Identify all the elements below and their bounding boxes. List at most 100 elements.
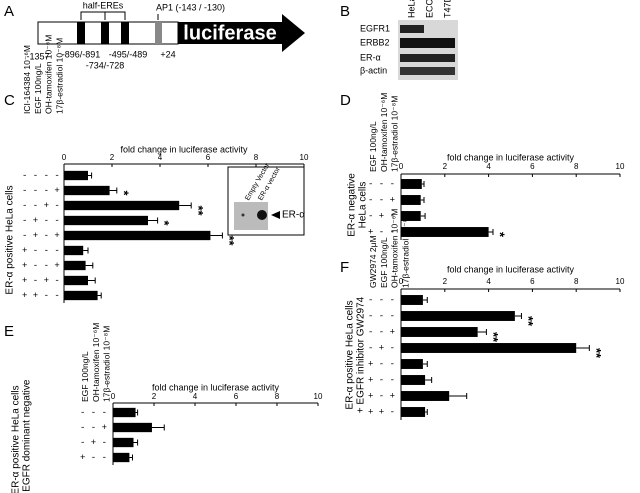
half-ere [101, 22, 109, 44]
x-tick-label: 2 [443, 162, 448, 171]
row-label: EGFR1 [360, 23, 390, 33]
significance: ** [486, 332, 501, 343]
band-label: ER-α [282, 210, 305, 221]
error-bar [88, 277, 96, 284]
condition-label: + - + - [368, 391, 406, 401]
western-blot: HeLa ECC1 T47D EGFR1 ERBB2 ER-α β-actin [360, 0, 458, 80]
panel-letter: F [340, 259, 349, 276]
condition-label: - + - - [368, 343, 406, 353]
significance: ** [222, 236, 237, 247]
ap1-site [155, 22, 162, 44]
lane-label: ECC1 [424, 0, 434, 18]
treatment-label: OH-tamoxifen 10⁻⁶M [91, 323, 101, 402]
bar [401, 407, 426, 417]
reporter-label: luciferase [183, 22, 276, 44]
error-bar [83, 247, 89, 254]
error-bar [421, 181, 425, 187]
bar [401, 179, 422, 189]
error-bar [420, 197, 425, 203]
x-tick-label: 0 [399, 162, 404, 171]
x-tick-label: 6 [530, 277, 535, 286]
bar [401, 343, 577, 353]
x-tick-label: 2 [443, 277, 448, 286]
bar [64, 260, 86, 271]
side-label: HeLa cells [358, 182, 369, 229]
error-bar [133, 439, 139, 446]
position: -896/-891 [62, 49, 101, 59]
bar [401, 295, 423, 305]
error-bar [422, 361, 428, 367]
error-bar [85, 262, 94, 269]
bar [64, 170, 88, 181]
side-label: ER-α positive HeLa cells [11, 385, 22, 493]
bar [64, 245, 84, 256]
treatment-label: OH-tamoxifen 10⁻⁶M [390, 209, 400, 288]
x-tick-label: 4 [158, 153, 163, 162]
error-bar [135, 409, 139, 416]
condition-label: + + - - [22, 291, 60, 301]
condition-label: - - - - [22, 171, 60, 181]
error-bar [425, 377, 433, 383]
condition-label: + - - [80, 453, 107, 463]
condition-label: - + - + [22, 231, 60, 241]
bar [64, 185, 110, 196]
bar [401, 211, 421, 221]
treatment-label: OH-tamoxifen 10⁻⁶M [379, 93, 389, 172]
treatment-label: 17β-estradiol 10⁻⁸M [102, 326, 112, 402]
significance: * [493, 232, 508, 238]
bar [113, 422, 152, 433]
treatment-label: GW2974 2μM [368, 235, 378, 288]
x-tick-label: 2 [152, 392, 157, 401]
condition-label: + + - - [368, 407, 406, 417]
row-label: ERBB2 [360, 37, 390, 47]
error-bar [514, 313, 522, 319]
lane-label: T47D [442, 0, 452, 18]
x-tick-label: 10 [616, 162, 625, 171]
position: -734/-728 [86, 60, 125, 70]
condition-label: + - - [368, 227, 395, 237]
bar [113, 437, 134, 448]
condition-label: - - + [368, 195, 395, 205]
x-axis-title: fold change in luciferase activity [447, 264, 575, 274]
x-tick-label: 8 [275, 392, 280, 401]
error-bar [576, 345, 590, 351]
bar [401, 375, 426, 385]
condition-label: - - + [80, 423, 107, 433]
label: AP1 (-143 / -130) [156, 2, 225, 12]
half-ere [77, 22, 85, 44]
bar [113, 407, 136, 418]
half-ere [121, 22, 129, 44]
condition-label: + - - + [22, 261, 60, 271]
significance: ** [521, 316, 536, 327]
position: -1357 [26, 51, 49, 61]
bar [64, 275, 88, 286]
row-label: ER-α [360, 52, 381, 62]
x-tick-label: 10 [616, 277, 625, 286]
construct-diagram: half-EREs AP1 (-143 / -130) luciferase -… [26, 0, 305, 70]
treatment-label: EGF 100ng/L [33, 63, 43, 114]
band [400, 67, 455, 75]
x-axis-title: fold change in luciferase activity [152, 382, 280, 392]
bar [401, 327, 478, 337]
treatment-label: ICI-164384 10⁻⁶M [22, 45, 32, 114]
treatment-label: 17β-estradiol 10⁻⁸M [390, 96, 400, 172]
bar [401, 227, 489, 237]
bracket [80, 11, 126, 20]
treatment-label: 17β-estradiol 10⁻⁸M [54, 38, 64, 114]
band [400, 25, 424, 33]
condition-label: - - - - [368, 295, 406, 305]
arrow [271, 211, 280, 219]
treatment-label: EGF 100ng/L [80, 351, 90, 402]
side-label: ER-α positive HeLa cells [5, 185, 16, 294]
condition-label: + - + - [22, 276, 60, 286]
side-label: + EGFR dominant negative [22, 379, 33, 493]
x-tick-label: 8 [574, 162, 579, 171]
side-label: ER-α positive HeLa cells [345, 300, 356, 409]
x-tick-label: 8 [574, 277, 579, 286]
bar [64, 230, 211, 241]
condition-label: - + - [368, 211, 395, 221]
label: half-EREs [83, 0, 124, 10]
condition-label: - - - [80, 408, 107, 418]
bar [401, 391, 450, 401]
error-bar [477, 329, 487, 335]
